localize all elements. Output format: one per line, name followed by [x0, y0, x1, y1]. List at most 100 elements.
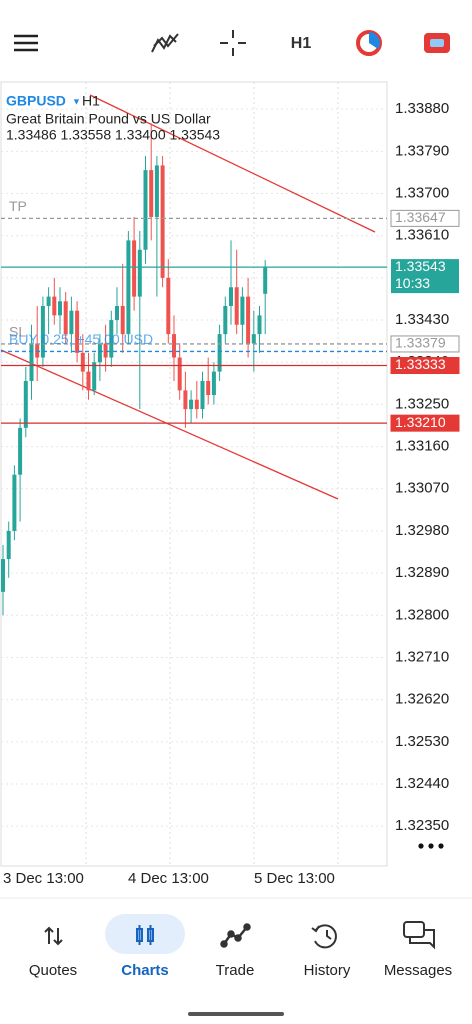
x-tick-label: 5 Dec 13:00 — [254, 870, 335, 887]
candle-body — [69, 310, 74, 335]
y-tick-label: 1.33880 — [395, 100, 449, 117]
candle-body — [6, 530, 11, 560]
home-indicator — [188, 1012, 284, 1016]
candle-body — [194, 399, 199, 410]
nav-tab[interactable]: Messages — [384, 962, 452, 979]
candle-body — [189, 399, 194, 410]
candle-body — [137, 249, 142, 297]
price-tag-label: 1.33333 — [395, 356, 446, 372]
nav-tab[interactable]: Charts — [121, 962, 169, 979]
y-tick-label: 1.32350 — [395, 817, 449, 834]
candle-body — [63, 301, 68, 335]
y-tick-label: 1.33160 — [395, 438, 449, 455]
menu-button[interactable] — [14, 34, 38, 52]
candle-body — [257, 315, 262, 335]
objects-button[interactable] — [356, 30, 382, 56]
candle-body — [115, 306, 119, 321]
symbol: GBPUSD — [6, 93, 66, 109]
candle-body — [200, 380, 205, 410]
timeframe: H1 — [82, 93, 100, 109]
candle-body — [52, 296, 57, 316]
candle-body — [154, 165, 159, 217]
ohlc: 1.33486 1.33558 1.33400 1.33543 — [6, 127, 220, 143]
crosshair-button[interactable] — [220, 30, 246, 56]
y-tick-label: 1.32980 — [395, 522, 449, 539]
charts-icon — [136, 925, 154, 945]
candle-body — [143, 170, 148, 250]
candle-body — [246, 296, 251, 344]
candle-body — [120, 306, 125, 335]
tp-label: TP — [9, 198, 27, 214]
candle-body — [23, 380, 28, 428]
candle-body — [251, 334, 256, 344]
price-tag — [390, 209, 460, 227]
candle-body — [132, 240, 137, 297]
candle-body — [240, 296, 245, 325]
nav-tab[interactable]: Trade — [216, 962, 255, 979]
symbol-dropdown: ▼ — [72, 96, 81, 106]
more-button[interactable] — [418, 843, 444, 849]
sl-label: SL — [9, 324, 26, 340]
candle-body — [46, 296, 51, 306]
candle-body — [149, 170, 154, 217]
candle-body — [1, 559, 5, 592]
bid-time: 10:33 — [395, 275, 430, 291]
price-tag-label: 1.33210 — [395, 414, 446, 430]
candle-body — [75, 310, 80, 353]
price-tag-label: 1.33647 — [395, 209, 446, 225]
candle-body — [92, 362, 97, 391]
candle-body — [211, 371, 216, 396]
history-icon — [311, 924, 337, 949]
candle-body — [160, 165, 165, 278]
y-tick-label: 1.33250 — [395, 395, 449, 412]
candle-body — [109, 320, 114, 358]
candle-body — [35, 343, 40, 358]
candle-body — [183, 390, 188, 410]
trend-line — [89, 94, 376, 233]
active-tab-highlight — [105, 914, 185, 954]
candle-body — [80, 352, 85, 372]
indicators-button[interactable] — [151, 33, 179, 53]
y-tick-label: 1.33610 — [395, 227, 449, 244]
timeframe-button[interactable]: H1 — [291, 35, 312, 52]
candle-body — [172, 334, 176, 358]
y-tick-label: 1.32710 — [395, 648, 449, 665]
price-tag — [390, 357, 460, 375]
price-tag — [390, 335, 460, 353]
candle-body — [223, 306, 228, 335]
candle-body — [40, 306, 45, 358]
trade-button[interactable] — [424, 33, 450, 53]
candle-body — [206, 380, 211, 396]
y-tick-label: 1.33430 — [395, 311, 449, 328]
candle-body — [177, 357, 182, 391]
chart-frame — [0, 81, 388, 867]
chart: 1.338801.337901.337001.336101.335201.334… — [0, 82, 460, 887]
price-tag — [390, 414, 460, 432]
candle-body — [97, 343, 102, 363]
candle-body — [229, 287, 233, 306]
y-tick-label: 1.32620 — [395, 691, 449, 708]
x-tick-label: 4 Dec 13:00 — [128, 870, 209, 887]
candle-body — [58, 301, 62, 316]
nav-tab[interactable]: Quotes — [29, 962, 77, 979]
y-tick-label: 1.33070 — [395, 480, 449, 497]
y-tick-label: 1.32440 — [395, 775, 449, 792]
candle-body — [217, 334, 222, 372]
bid-price: 1.33543 — [395, 258, 446, 274]
candle-body — [126, 240, 131, 335]
x-tick-label: 3 Dec 13:00 — [3, 870, 84, 887]
candle-body — [18, 427, 23, 475]
trend-line — [0, 349, 339, 500]
y-tick-label: 1.32800 — [395, 606, 449, 623]
position-label: BUY 0.25, +45.00 USD — [9, 331, 153, 347]
candle-body — [12, 474, 17, 531]
candle-body — [263, 267, 268, 294]
candle-body — [234, 287, 239, 325]
y-tick-label: 1.33790 — [395, 142, 449, 159]
candle-body — [29, 343, 34, 381]
candle-body — [103, 343, 108, 358]
nav-tab[interactable]: History — [304, 962, 351, 979]
bid-tag — [391, 259, 459, 294]
